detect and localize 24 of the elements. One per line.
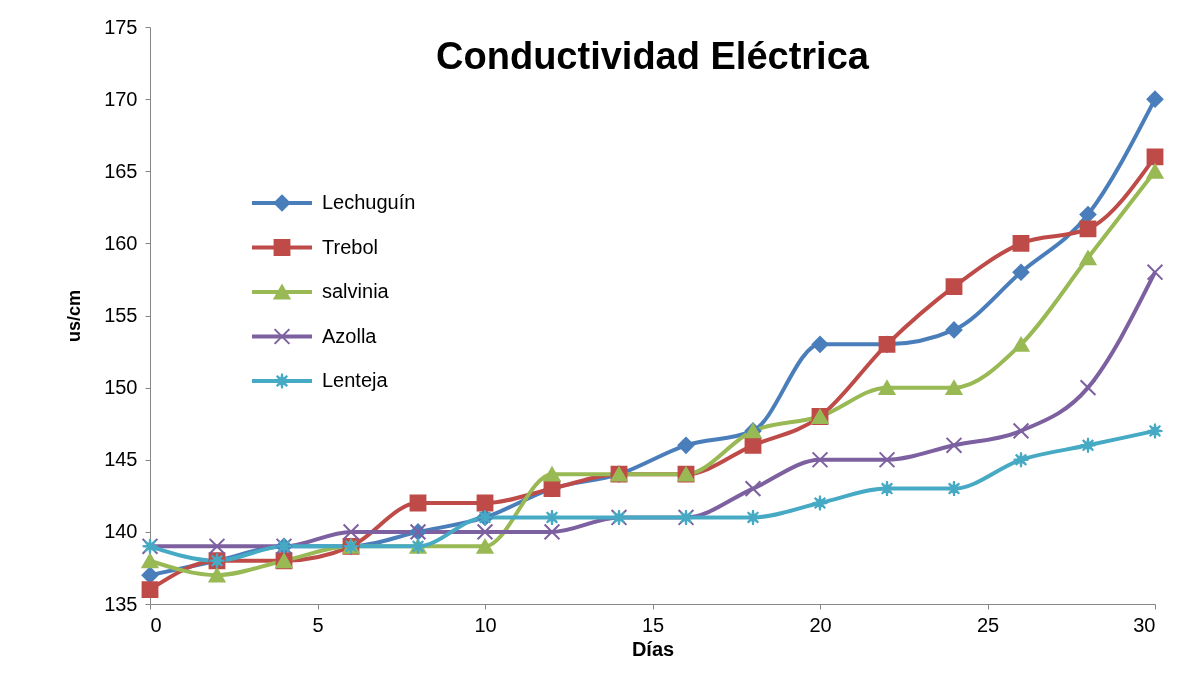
y-axis-title: us/cm bbox=[64, 289, 85, 343]
y-tick-label: 145 bbox=[104, 448, 138, 471]
y-tick-label: 155 bbox=[104, 304, 138, 326]
x-axis-title: Días bbox=[631, 637, 675, 660]
y-tick-label: 160 bbox=[104, 231, 138, 254]
x-tick-label: 10 bbox=[474, 613, 497, 636]
x-tick-label: 5 bbox=[312, 613, 324, 636]
x-tick-label: 15 bbox=[641, 613, 665, 636]
y-tick-label: 165 bbox=[104, 159, 138, 182]
chart-title: Conductividad Eléctrica bbox=[436, 35, 870, 77]
x-tick-label: 20 bbox=[809, 613, 832, 636]
legend-label: Lenteja bbox=[322, 369, 389, 391]
x-tick-label: 25 bbox=[976, 613, 1000, 636]
x-tick-label: 30 bbox=[1133, 613, 1156, 636]
legend-label: salvinia bbox=[322, 280, 390, 302]
y-tick-label: 140 bbox=[104, 520, 138, 543]
y-tick-label: 150 bbox=[104, 376, 138, 399]
x-tick-label: 0 bbox=[150, 613, 162, 636]
legend-label: Lechuguín bbox=[322, 191, 416, 213]
legend-label: Trebol bbox=[322, 235, 378, 258]
y-tick-label: 175 bbox=[104, 15, 138, 38]
y-tick-label: 135 bbox=[104, 592, 138, 615]
y-tick-label: 170 bbox=[104, 87, 138, 110]
legend-label: Azolla bbox=[322, 324, 378, 347]
